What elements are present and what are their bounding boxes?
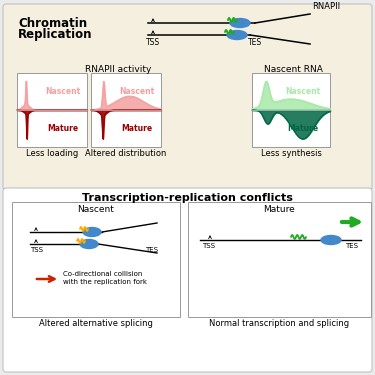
Text: RNAPII: RNAPII — [312, 2, 340, 11]
FancyBboxPatch shape — [3, 4, 372, 190]
Text: Chromatin: Chromatin — [18, 17, 87, 30]
Text: TES: TES — [146, 247, 159, 253]
Text: TSS: TSS — [30, 247, 43, 253]
Text: Mature: Mature — [287, 124, 318, 133]
Ellipse shape — [227, 30, 247, 39]
Bar — [252, 73, 330, 147]
Bar — [12, 202, 180, 317]
Text: Less synthesis: Less synthesis — [261, 149, 321, 158]
Bar — [91, 73, 161, 147]
Text: Nascent RNA: Nascent RNA — [264, 65, 322, 74]
Ellipse shape — [80, 240, 98, 249]
Text: Co-directional collision
with the replication fork: Co-directional collision with the replic… — [63, 271, 147, 285]
Ellipse shape — [83, 228, 101, 237]
Text: Altered distribution: Altered distribution — [85, 149, 166, 158]
Ellipse shape — [230, 18, 250, 27]
Text: Nascent: Nascent — [45, 87, 80, 96]
Text: Transcription-replication conflicts: Transcription-replication conflicts — [82, 193, 292, 203]
Text: TES: TES — [345, 243, 358, 249]
Bar — [17, 73, 87, 147]
Text: TES: TES — [248, 38, 262, 47]
Text: TSS: TSS — [202, 243, 215, 249]
Text: Mature: Mature — [121, 124, 152, 133]
Text: TSS: TSS — [146, 38, 160, 47]
Text: Less loading: Less loading — [26, 149, 78, 158]
Text: Mature: Mature — [264, 205, 296, 214]
Text: Replication: Replication — [18, 28, 93, 41]
FancyBboxPatch shape — [3, 188, 372, 372]
Bar — [188, 202, 371, 317]
Text: Nascent: Nascent — [78, 205, 114, 214]
Text: Normal transcription and splicing: Normal transcription and splicing — [209, 319, 350, 328]
Text: RNAPII activity: RNAPII activity — [85, 65, 151, 74]
Ellipse shape — [321, 236, 341, 244]
Text: Altered alternative splicing: Altered alternative splicing — [39, 319, 153, 328]
Text: Nascent: Nascent — [285, 87, 320, 96]
Text: Mature: Mature — [47, 124, 78, 133]
Text: Nascent: Nascent — [119, 87, 154, 96]
